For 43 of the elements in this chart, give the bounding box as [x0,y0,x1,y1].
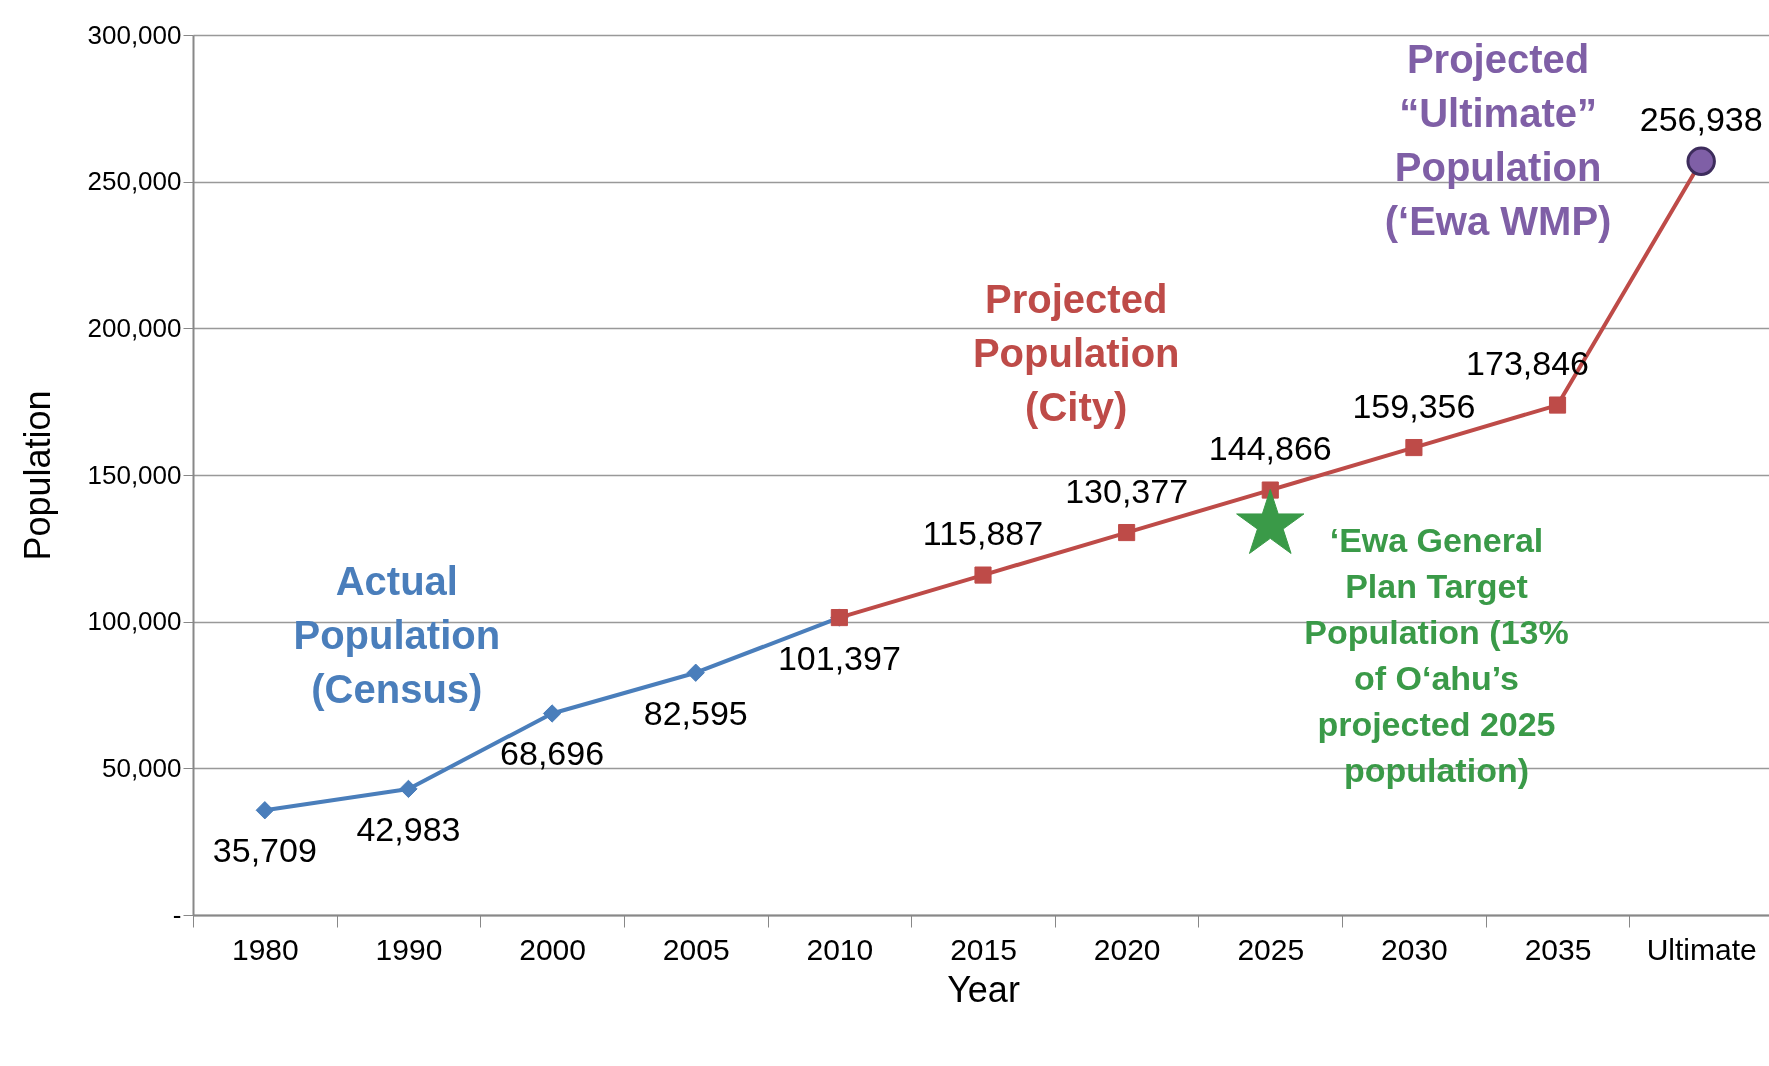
point [255,801,274,820]
y-tick-label: 150,000 [87,459,182,490]
data-label: 101,397 [777,638,901,677]
text: Projected Population (City) [972,277,1180,430]
series-label: Actual Population (Census) [293,559,501,711]
x-tick-label: 2035 [1524,932,1592,966]
point [686,663,705,682]
point [1405,438,1423,457]
x-tick-label: 1990 [375,932,443,966]
data-label: 115,887 [922,514,1044,553]
x-tick-label: 1980 [231,932,299,966]
x-tick-label: 2030 [1381,932,1448,966]
data-label: 35,709 [212,831,317,870]
data-label: 130,377 [1065,471,1189,510]
y-tick-label: 250,000 [87,166,182,197]
point [1548,396,1567,414]
data-label: 159,356 [1352,386,1476,425]
point [1118,524,1136,542]
y-tick-label: - [172,899,182,930]
data-label: 68,696 [500,734,605,773]
data-label: 144,866 [1208,429,1332,468]
x-tick-label: 2015 [950,932,1017,966]
x-tick-label: 2025 [1237,932,1305,966]
y-tick-label: 50,000 [101,752,182,783]
y-tick-label: 300,000 [87,19,182,50]
point [399,779,418,799]
y-tick-label: 100,000 [87,606,182,637]
data-label: 256,938 [1639,100,1763,139]
x-axis-title: Year [947,968,1020,1010]
x-tick-label: Ultimate [1646,932,1757,966]
data-label: 82,595 [643,693,748,732]
x-tick-label: 2010 [806,932,874,966]
x-tick-label: 2005 [662,932,730,966]
y-tick-label: 200,000 [87,312,182,343]
series-label: ‘Ewa General Plan Target Population (13% of O‘ahu’s projected 2025 population) [1304,521,1569,789]
data-label: 42,983 [356,809,461,848]
y-axis-title: Population [16,390,58,561]
series-label: Projected “Ultimate” Population (‘Ewa WMP) [1384,37,1612,244]
x-tick-label: 2020 [1093,932,1161,966]
point [974,566,992,584]
point [1686,146,1716,177]
point [542,704,562,723]
x-tick-label: 2000 [519,932,586,966]
